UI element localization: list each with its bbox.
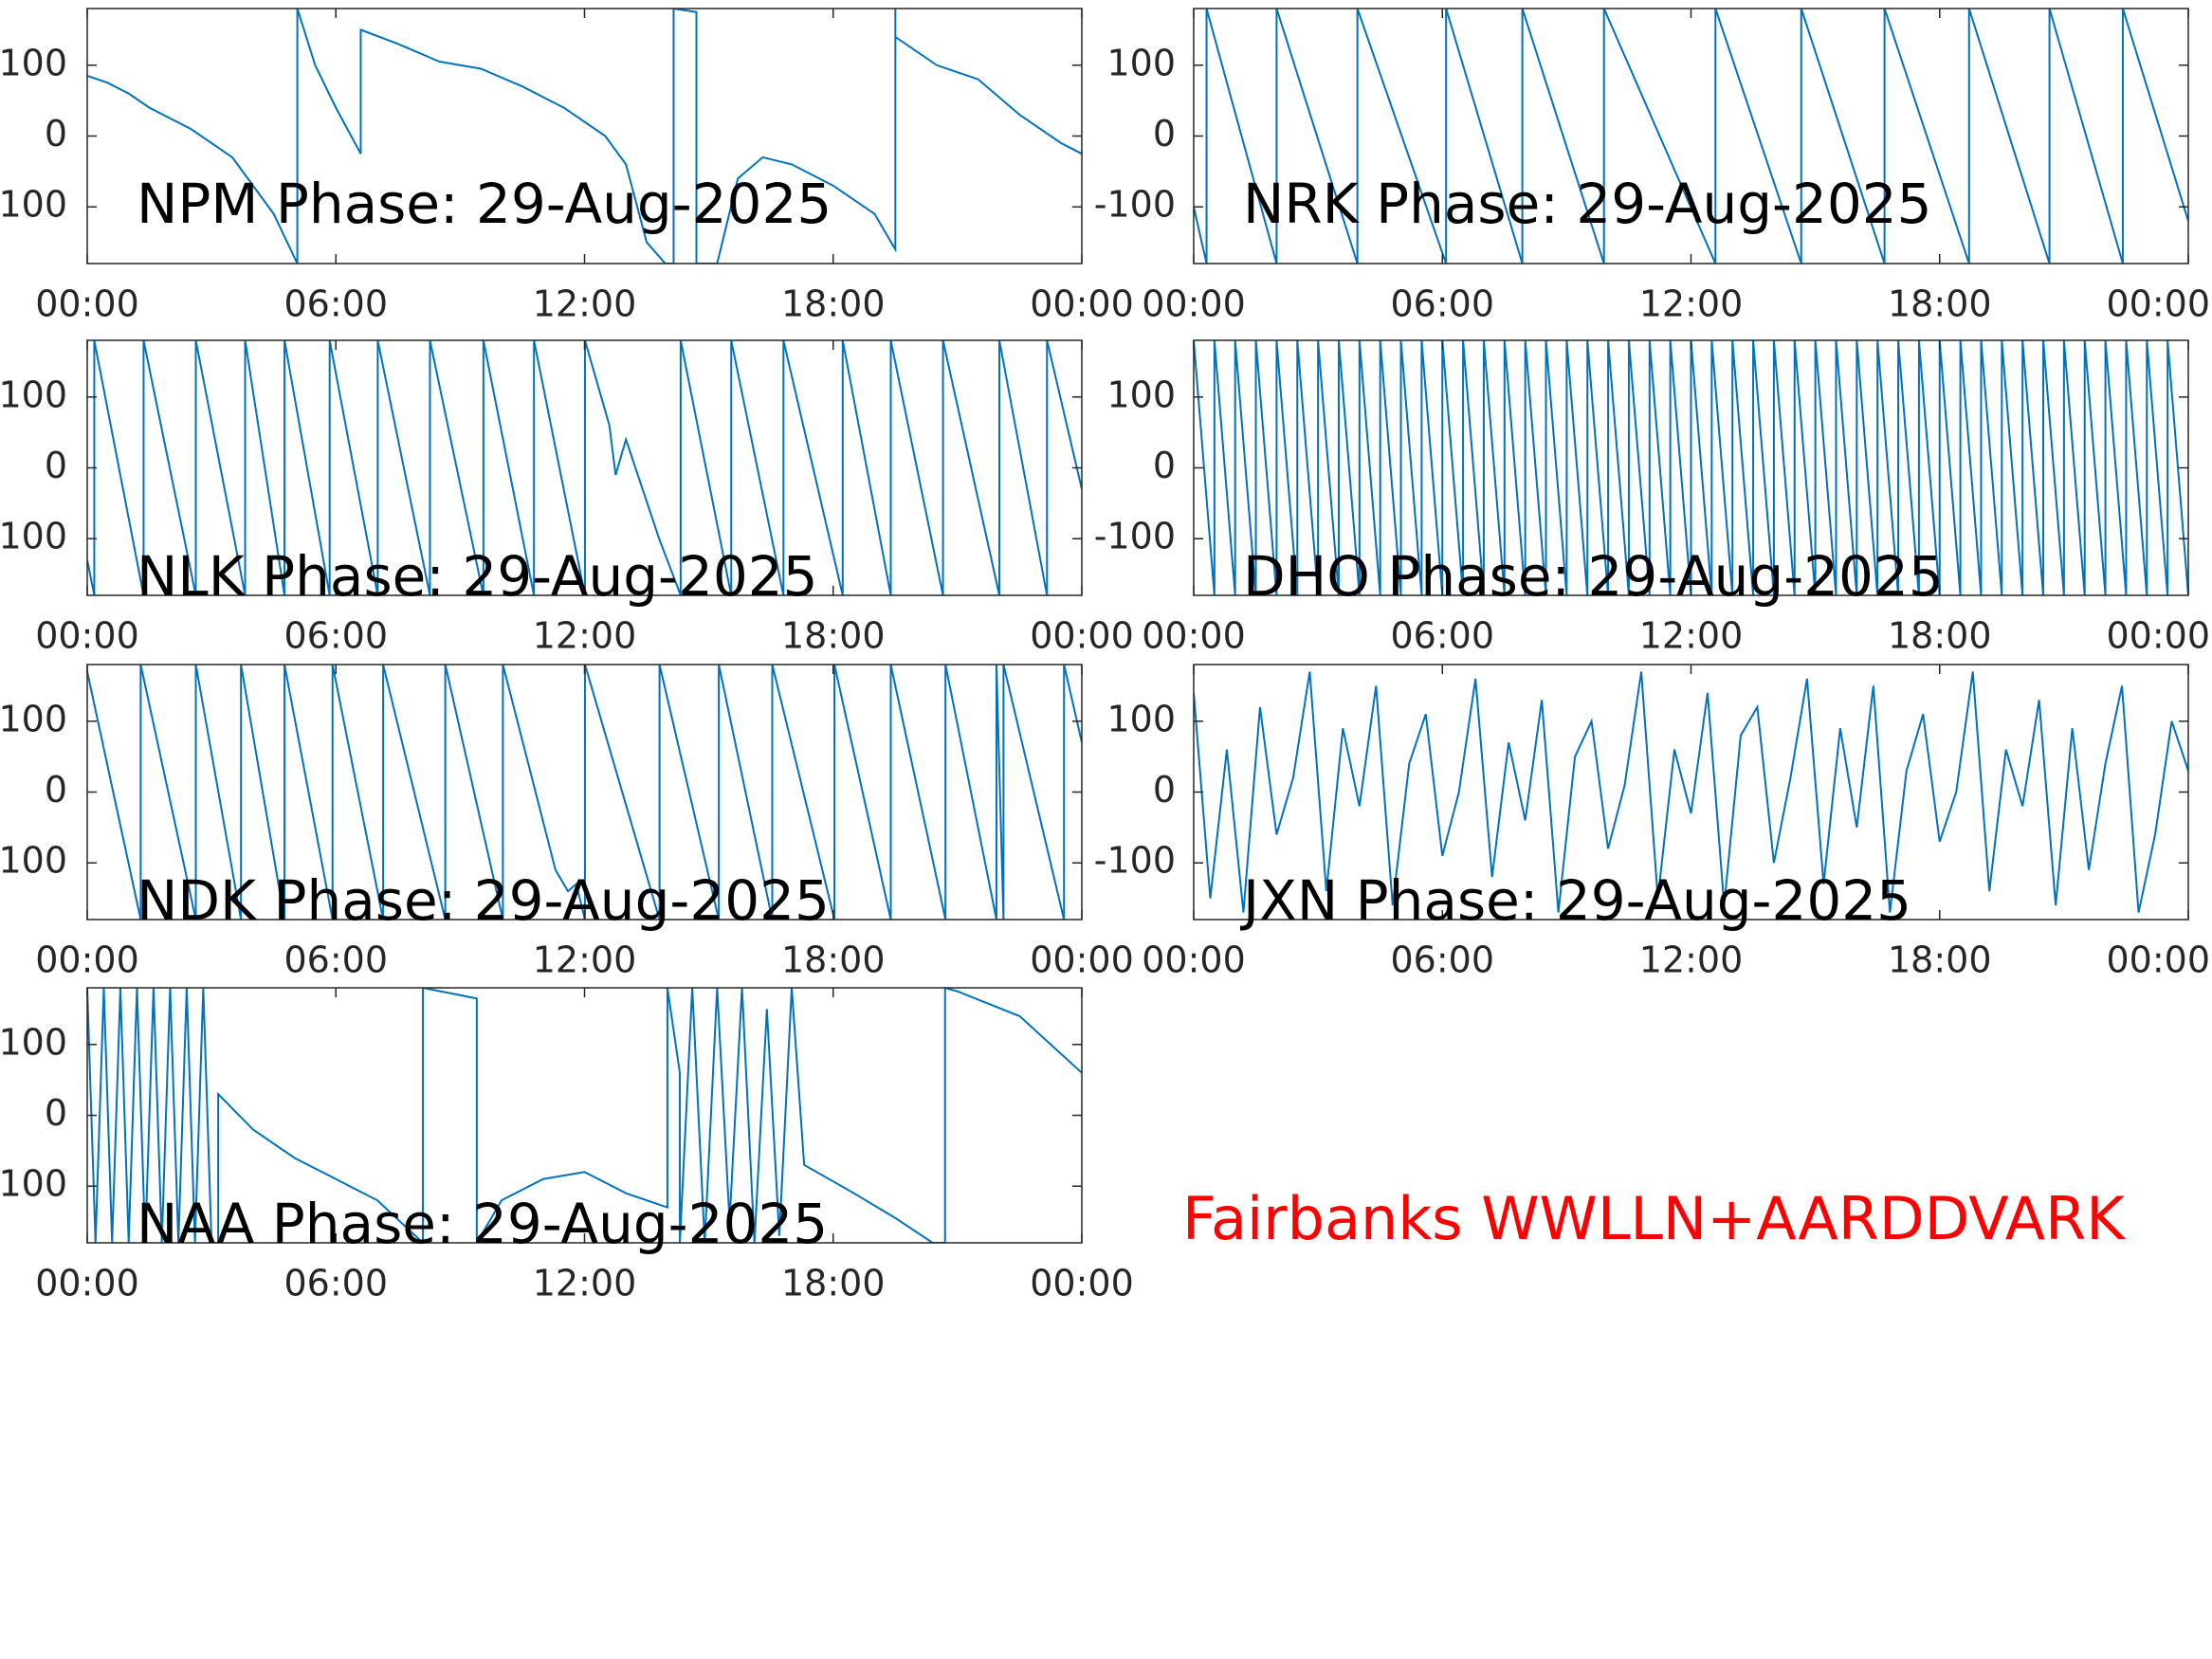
y-tick-label: 100 xyxy=(0,374,67,415)
x-tick-label: 06:00 xyxy=(283,615,388,657)
subplot: 00:00 06:00 12:00 18:00 00:00 -100 0 100 NAA Pha… xyxy=(0,987,1134,1304)
x-tick-label: 00:00 xyxy=(35,939,139,981)
plot-area xyxy=(87,988,1082,1243)
x-tick-label: 00:00 xyxy=(35,615,139,657)
x-tick-label: 00:00 xyxy=(1142,283,1246,325)
x-tick-label: 12:00 xyxy=(533,939,637,981)
y-tick-label: -100 xyxy=(1094,184,1176,226)
x-tick-label: 00:00 xyxy=(1142,615,1246,657)
subplot-title: JXN Phase: 29-Aug-2025 xyxy=(1240,868,1911,933)
y-tick-label: 0 xyxy=(45,769,67,811)
phase-line xyxy=(1194,671,2188,913)
y-tick-label: 100 xyxy=(0,42,67,83)
x-tick-label: 00:00 xyxy=(1142,939,1246,981)
x-tick-label: 06:00 xyxy=(283,1263,388,1304)
x-tick-label: 06:00 xyxy=(1390,283,1494,325)
x-tick-label: 06:00 xyxy=(283,939,388,981)
x-tick-label: 12:00 xyxy=(1639,615,1744,657)
x-tick-label: 00:00 xyxy=(2106,939,2210,981)
y-tick-label: -100 xyxy=(1094,516,1176,557)
x-tick-label: 00:00 xyxy=(1030,615,1134,657)
x-tick-label: 18:00 xyxy=(1888,939,1992,981)
subplot-title: DHO Phase: 29-Aug-2025 xyxy=(1243,544,1944,609)
subplot-title: NPM Phase: 29-Aug-2025 xyxy=(137,172,832,236)
y-tick-label: 0 xyxy=(45,113,67,155)
plot-area xyxy=(1194,9,2188,264)
subplot: 00:00 06:00 12:00 18:00 00:00 -100 0 100 DHO Pha… xyxy=(1094,339,2210,657)
y-tick-label: 100 xyxy=(1106,374,1176,415)
y-tick-label: 100 xyxy=(0,698,67,739)
plot-area xyxy=(1194,665,2188,920)
x-tick-label: 18:00 xyxy=(781,1263,886,1304)
subplot: 00:00 06:00 12:00 18:00 00:00 -100 0 100 NDK Pha… xyxy=(0,664,1134,981)
x-tick-label: 12:00 xyxy=(1639,939,1744,981)
x-tick-label: 00:00 xyxy=(2106,283,2210,325)
y-tick-label: 100 xyxy=(0,1021,67,1063)
x-tick-label: 18:00 xyxy=(781,283,886,325)
x-tick-label: 18:00 xyxy=(1888,283,1992,325)
x-tick-label: 00:00 xyxy=(1030,939,1134,981)
phase-line xyxy=(87,988,1082,1243)
y-tick-label: 0 xyxy=(45,445,67,486)
x-tick-label: 00:00 xyxy=(1030,1263,1134,1304)
y-tick-label: -100 xyxy=(0,516,67,557)
x-tick-label: 12:00 xyxy=(533,615,637,657)
x-tick-label: 18:00 xyxy=(781,615,886,657)
station-label: Fairbanks WWLLN+AARDDVARK xyxy=(1182,1184,2126,1253)
x-tick-label: 18:00 xyxy=(1888,615,1992,657)
y-tick-label: -100 xyxy=(0,840,67,882)
phase-line xyxy=(87,665,1082,920)
x-tick-label: 00:00 xyxy=(1030,283,1134,325)
y-tick-label: -100 xyxy=(0,1163,67,1205)
x-tick-label: 18:00 xyxy=(781,939,886,981)
y-tick-label: 0 xyxy=(45,1092,67,1134)
y-tick-label: 0 xyxy=(1153,445,1176,486)
phase-line xyxy=(1194,340,2188,595)
subplot-title: NRK Phase: 29-Aug-2025 xyxy=(1243,172,1932,236)
y-tick-label: 100 xyxy=(1106,698,1176,739)
subplot: 00:00 06:00 12:00 18:00 00:00 -100 0 100 JXN Pha… xyxy=(1094,664,2210,981)
subplot-title: NDK Phase: 29-Aug-2025 xyxy=(137,868,830,933)
phase-line xyxy=(87,9,1082,264)
y-tick-label: 0 xyxy=(1153,113,1176,155)
x-tick-label: 00:00 xyxy=(35,1263,139,1304)
y-tick-label: -100 xyxy=(1094,840,1176,882)
phase-line xyxy=(1194,9,2188,264)
subplot: 00:00 06:00 12:00 18:00 00:00 -100 0 100 NRK Pha… xyxy=(1094,8,2210,325)
x-tick-label: 00:00 xyxy=(2106,615,2210,657)
x-tick-label: 06:00 xyxy=(1390,939,1494,981)
phase-line xyxy=(87,340,1082,595)
subplot: 00:00 06:00 12:00 18:00 00:00 -100 0 100 NPM Pha… xyxy=(0,8,1134,325)
y-tick-label: 100 xyxy=(1106,42,1176,83)
x-tick-label: 06:00 xyxy=(283,283,388,325)
y-tick-label: -100 xyxy=(0,184,67,226)
x-tick-label: 12:00 xyxy=(533,1263,637,1304)
x-tick-label: 12:00 xyxy=(1639,283,1744,325)
x-tick-label: 12:00 xyxy=(533,283,637,325)
x-tick-label: 06:00 xyxy=(1390,615,1494,657)
subplot: 00:00 06:00 12:00 18:00 00:00 -100 0 100 NLK Pha… xyxy=(0,339,1134,657)
x-tick-label: 00:00 xyxy=(35,283,139,325)
subplot-title: NLK Phase: 29-Aug-2025 xyxy=(137,544,818,609)
y-tick-label: 0 xyxy=(1153,769,1176,811)
subplot-title: NAA Phase: 29-Aug-2025 xyxy=(137,1192,828,1256)
